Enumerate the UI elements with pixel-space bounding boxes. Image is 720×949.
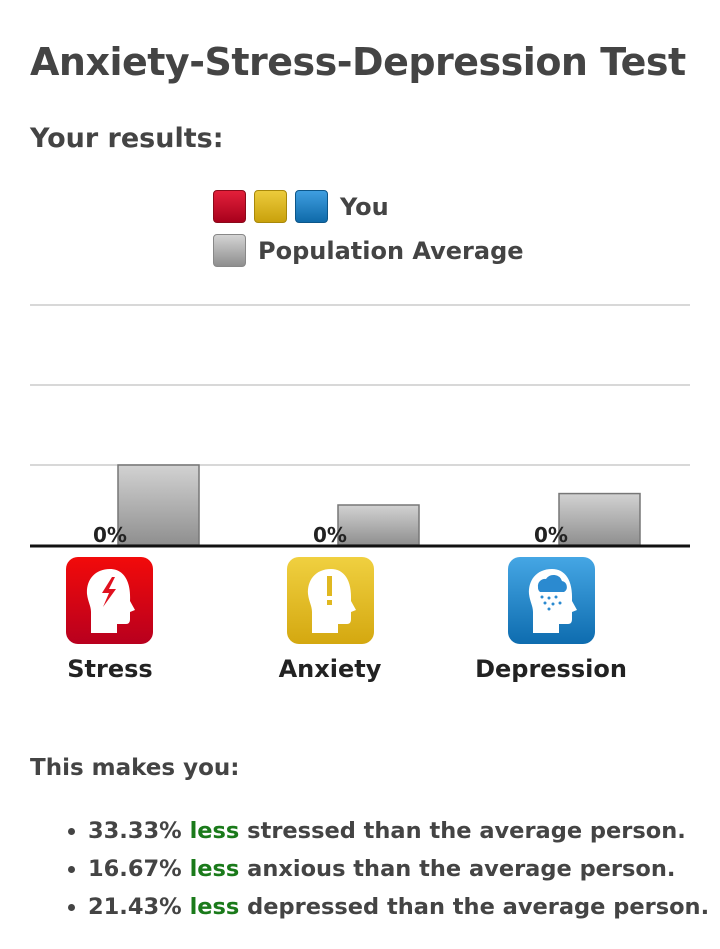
- results-heading: Your results:: [30, 123, 224, 154]
- category-label-anxiety: Anxiety: [278, 655, 382, 683]
- average-bar-stress: [117, 464, 200, 546]
- legend-swatch-gray: [213, 234, 246, 267]
- you-value-label-depression: 0%: [534, 523, 568, 547]
- legend-average: Population Average: [213, 234, 524, 267]
- summary-item-stress: 33.33% less stressed than the average pe…: [88, 812, 709, 850]
- legend-swatch-blue: [295, 190, 328, 223]
- legend-average-label: Population Average: [258, 236, 524, 265]
- anxious-head-icon: [287, 557, 374, 644]
- average-bar-anxiety: [337, 504, 420, 546]
- depressed-head-icon: [508, 557, 595, 644]
- summary-pct: 21.43%: [88, 894, 182, 920]
- summary-pct: 16.67%: [88, 856, 182, 882]
- summary-less: less: [189, 894, 240, 920]
- page-title: Anxiety-Stress-Depression Test: [30, 40, 686, 84]
- category-label-depression: Depression: [475, 655, 627, 683]
- summary-rest: depressed than the average person.: [247, 894, 710, 920]
- summary-item-anxiety: 16.67% less anxious than the average per…: [88, 850, 709, 888]
- summary-less: less: [189, 818, 240, 844]
- summary-list: 33.33% less stressed than the average pe…: [60, 812, 709, 926]
- summary-heading: This makes you:: [30, 755, 240, 781]
- legend-you: You: [213, 190, 389, 223]
- bar-chart: 0% 0% 0%: [30, 304, 690, 548]
- legend-swatch-red: [213, 190, 246, 223]
- stressed-head-icon: [66, 557, 153, 644]
- summary-pct: 33.33%: [88, 818, 182, 844]
- legend-swatch-yellow: [254, 190, 287, 223]
- category-label-stress: Stress: [67, 655, 153, 683]
- average-bar-depression: [558, 492, 641, 546]
- summary-rest: anxious than the average person.: [247, 856, 676, 882]
- legend-you-label: You: [340, 192, 389, 221]
- summary-rest: stressed than the average person.: [247, 818, 686, 844]
- you-value-label-stress: 0%: [93, 523, 127, 547]
- summary-item-depression: 21.43% less depressed than the average p…: [88, 888, 709, 926]
- you-value-label-anxiety: 0%: [313, 523, 347, 547]
- summary-less: less: [189, 856, 240, 882]
